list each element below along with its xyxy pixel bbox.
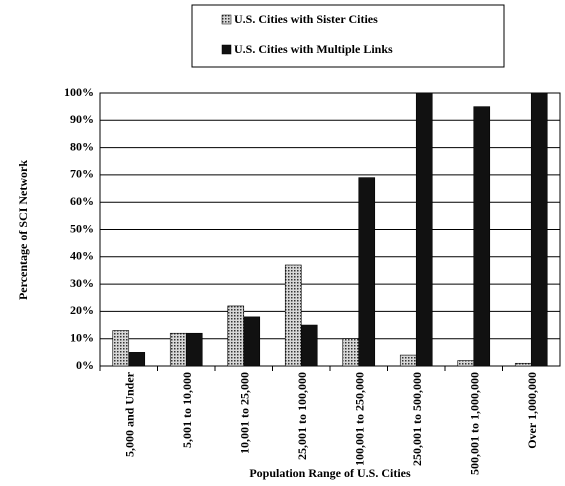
bar <box>169 332 187 367</box>
bar <box>112 330 130 367</box>
legend-swatch <box>221 14 232 25</box>
bar <box>473 106 491 367</box>
bar <box>358 177 376 367</box>
y-tick-label: 60% <box>70 194 94 208</box>
bar <box>530 92 548 367</box>
bar <box>185 332 203 367</box>
y-tick-label: 30% <box>70 276 94 290</box>
y-tick-label: 40% <box>70 249 94 263</box>
y-tick-label: 80% <box>70 139 94 153</box>
legend-box <box>191 4 505 68</box>
bar <box>415 92 433 367</box>
y-tick-label: 0% <box>76 358 94 372</box>
bar <box>227 305 245 367</box>
legend-label: U.S. Cities with Multiple Links <box>234 42 393 56</box>
bar <box>300 324 318 367</box>
bar <box>514 362 532 367</box>
bar <box>457 360 475 367</box>
y-tick-label: 100% <box>64 85 94 99</box>
bar <box>342 338 360 367</box>
bar <box>128 352 146 367</box>
x-axis-label: Population Range of U.S. Cities <box>249 466 411 480</box>
y-axis-label: Percentage of SCI Network <box>16 160 30 300</box>
y-tick-label: 20% <box>70 303 94 317</box>
x-tick-label: 500,001 to 1,000,000 <box>468 372 482 475</box>
x-tick-label: 100,001 to 250,000 <box>353 372 367 466</box>
x-tick-label: 5,000 and Under <box>123 371 137 457</box>
x-tick-label: 5,001 to 10,000 <box>180 372 194 448</box>
y-tick-label: 70% <box>70 167 94 181</box>
x-tick-label: 25,001 to 100,000 <box>295 372 309 460</box>
y-tick-label: 10% <box>70 330 94 344</box>
bar <box>399 354 417 367</box>
y-tick-label: 50% <box>70 221 94 235</box>
legend-label: U.S. Cities with Sister Cities <box>234 12 378 26</box>
y-tick-label: 90% <box>70 112 94 126</box>
x-tick-label: 250,001 to 500,000 <box>410 372 424 466</box>
legend-swatch <box>221 44 232 55</box>
bar <box>284 264 302 367</box>
x-tick-label: Over 1,000,000 <box>525 372 539 449</box>
x-tick-label: 10,001 to 25,000 <box>238 372 252 454</box>
bar <box>243 316 261 367</box>
